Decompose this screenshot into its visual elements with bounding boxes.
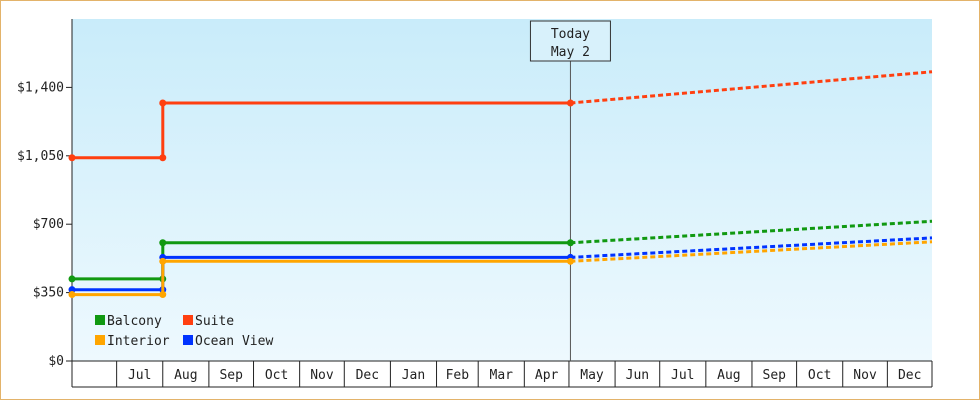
series-projection-line (570, 236, 933, 259)
y-tick-label: $1,050 (17, 149, 64, 164)
x-tick-label: Aug (717, 368, 740, 383)
legend-swatch (183, 335, 193, 345)
series-line (72, 101, 571, 160)
x-tick-label: May (580, 368, 604, 383)
x-tick-label: Jan (402, 368, 425, 383)
today-date-label: May 2 (551, 45, 590, 60)
y-tick-label: $0 (48, 354, 64, 369)
x-tick-label: Oct (265, 368, 288, 383)
series-point (159, 291, 167, 299)
legend-swatch (95, 315, 105, 325)
series-point (566, 257, 574, 265)
series-point (159, 99, 167, 107)
series-line (72, 259, 571, 297)
x-tick-label: Dec (898, 368, 921, 383)
legend-label: Interior (107, 334, 170, 349)
series-point (68, 286, 76, 294)
x-tick-label: Jun (626, 368, 649, 383)
series-point (566, 239, 574, 247)
y-tick-label: $700 (33, 217, 64, 232)
series-point (68, 275, 76, 283)
x-tick-label: Sep (219, 368, 243, 383)
series-projection-line (570, 70, 933, 105)
x-tick-label: Feb (446, 368, 470, 383)
series-point (159, 257, 167, 265)
today-box (529, 20, 611, 62)
series-point (68, 154, 76, 162)
x-tick-label: Mar (490, 368, 514, 383)
x-tick-label: Aug (174, 368, 197, 383)
legend-swatch (183, 315, 193, 325)
x-tick-label: Apr (535, 368, 559, 383)
series-point (566, 99, 574, 107)
series-projection-line (570, 219, 933, 245)
x-tick-label: Sep (763, 368, 787, 383)
legend-label: Ocean View (195, 334, 273, 349)
x-tick-label: Dec (356, 368, 379, 383)
x-tick-label: Nov (853, 368, 877, 383)
x-tick-label: Jul (671, 368, 694, 383)
today-label: Today (551, 27, 590, 42)
x-tick-label: Nov (310, 368, 334, 383)
series-point (159, 154, 167, 162)
legend-swatch (95, 335, 105, 345)
plot-background (72, 19, 932, 361)
legend-label: Suite (195, 314, 234, 329)
series-projection-line (570, 240, 933, 263)
series-point (159, 239, 167, 247)
y-tick-label: $350 (33, 286, 64, 301)
legend-label: Balcony (107, 314, 162, 329)
x-tick-label: Jul (128, 368, 151, 383)
x-tick-label: Oct (808, 368, 831, 383)
y-tick-label: $1,400 (17, 80, 64, 95)
series-point (68, 291, 76, 299)
